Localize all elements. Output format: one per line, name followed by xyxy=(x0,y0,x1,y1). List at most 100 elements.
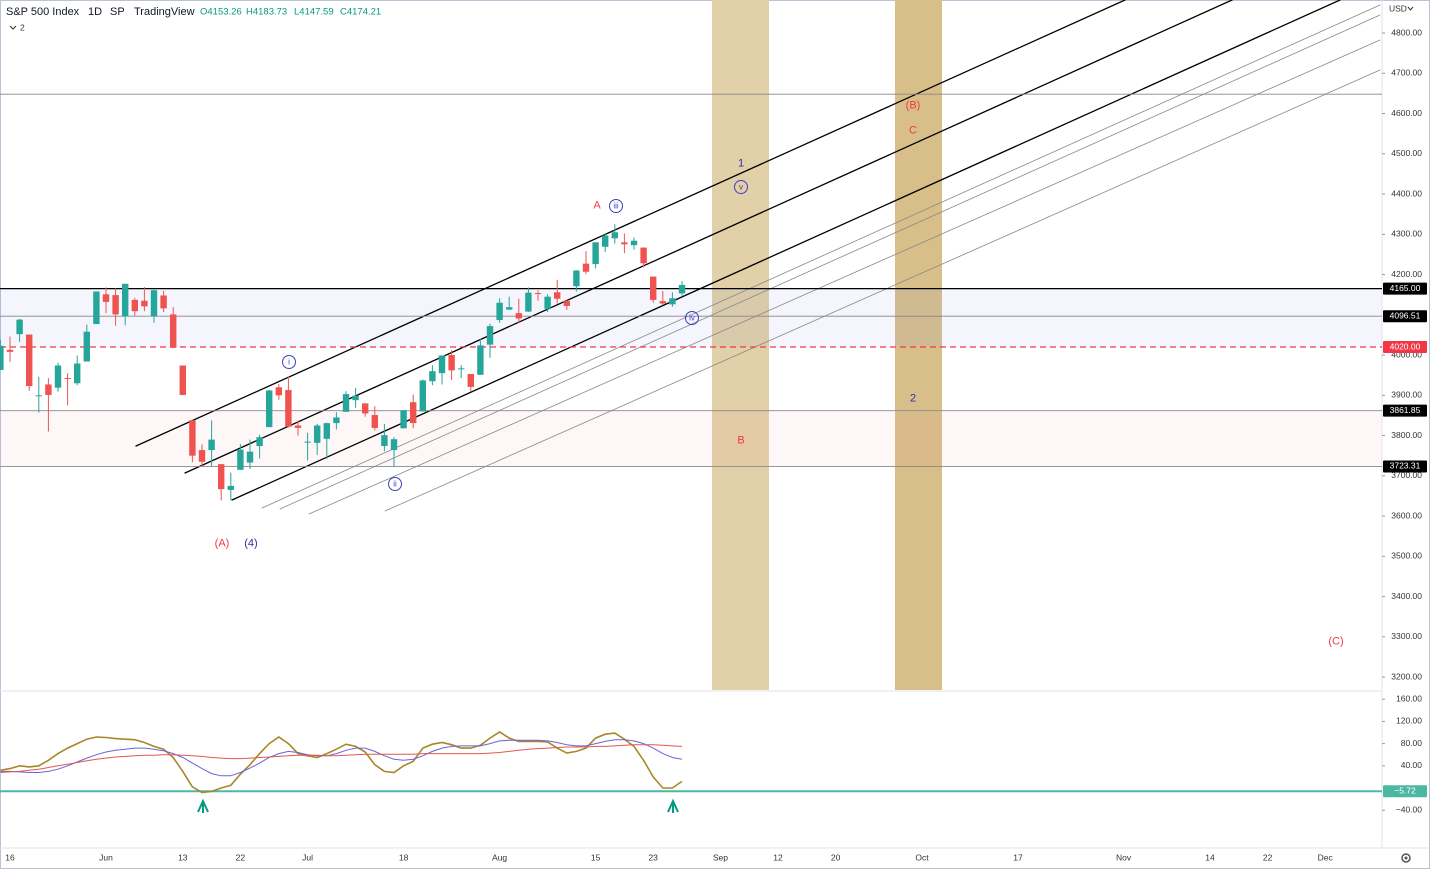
settings-icon[interactable] xyxy=(1401,853,1411,863)
x-tick-label: 17 xyxy=(1013,852,1023,862)
y-tick-label: 160.00 xyxy=(1396,693,1422,703)
candle-body xyxy=(0,345,4,370)
x-tick-label: Dec xyxy=(1318,852,1334,862)
y-tick-label: 4700.00 xyxy=(1391,68,1422,78)
wave-label: (A) xyxy=(215,537,230,549)
candle-body xyxy=(381,435,388,447)
candle-body xyxy=(525,292,532,312)
level-label-box xyxy=(1383,341,1427,354)
trendline xyxy=(231,0,1341,501)
y-tick-label: 120.00 xyxy=(1396,716,1422,726)
candle-body xyxy=(304,441,311,443)
level-label: 3723.31 xyxy=(1390,461,1421,471)
candle-body xyxy=(458,368,465,370)
candle-body xyxy=(246,451,254,463)
candle-body xyxy=(477,345,484,375)
indicator-line xyxy=(0,744,683,773)
x-tick-label: 20 xyxy=(831,852,841,862)
candle-body xyxy=(93,291,100,325)
candle-body xyxy=(83,331,90,362)
y-tick-label: 40.00 xyxy=(1401,760,1423,770)
candle-body xyxy=(102,294,110,302)
source: TradingView xyxy=(134,6,195,18)
candle-body xyxy=(496,302,503,321)
candle-body xyxy=(630,240,638,246)
x-tick-label: Sep xyxy=(713,852,728,862)
trendline xyxy=(261,4,1381,509)
x-tick-label: 14 xyxy=(1205,852,1215,862)
wave-label: C xyxy=(909,124,917,136)
candle-body xyxy=(438,355,446,374)
x-tick-label: Jun xyxy=(99,852,113,862)
indicator-count[interactable]: 2 xyxy=(20,22,25,32)
wave-label: iii xyxy=(613,202,619,211)
y-tick-label: 3600.00 xyxy=(1391,510,1422,520)
y-tick-label: 3900.00 xyxy=(1391,390,1422,400)
annotation-circle xyxy=(609,199,623,213)
candle-body xyxy=(227,485,234,490)
level-label: 4096.51 xyxy=(1390,310,1421,320)
candle-body xyxy=(371,415,378,428)
currency-caret xyxy=(1407,6,1414,11)
indicator-line xyxy=(0,731,683,794)
candle-body xyxy=(6,349,14,352)
candle-body xyxy=(189,420,196,456)
candle-body xyxy=(448,355,455,371)
wave-label: (4) xyxy=(244,537,257,549)
candle-body xyxy=(294,425,302,428)
trendline xyxy=(384,69,1381,512)
wave-label: i xyxy=(288,358,290,367)
indicator-line xyxy=(0,739,683,777)
candle-body xyxy=(554,292,561,299)
candle-body xyxy=(74,363,81,384)
currency[interactable]: USD xyxy=(1389,3,1407,13)
candle-body xyxy=(534,293,542,295)
interval[interactable]: 1D xyxy=(88,6,102,18)
candle-body xyxy=(64,378,71,380)
y-tick-label: 4800.00 xyxy=(1391,27,1422,37)
candle-body xyxy=(592,242,599,265)
candle-body xyxy=(659,301,666,304)
collapse-icon[interactable] xyxy=(9,25,17,30)
candle-body xyxy=(467,373,474,387)
x-tick-label: 13 xyxy=(178,852,188,862)
annotation-circle xyxy=(685,311,699,325)
candle-body xyxy=(506,307,513,310)
gear[interactable] xyxy=(1401,853,1411,863)
candle-body xyxy=(486,326,494,345)
level-label-box xyxy=(1383,785,1427,798)
wave-label: 2 xyxy=(910,392,916,404)
x-tick-label: 16 xyxy=(5,852,15,862)
candle-body xyxy=(400,410,407,429)
candle-body xyxy=(573,270,580,287)
candle-body xyxy=(342,394,350,412)
level-label: −5.72 xyxy=(1394,785,1416,795)
level-label: 4165.00 xyxy=(1390,283,1421,293)
x-tick-label: 15 xyxy=(591,852,601,862)
ohlc-high: H4183.73 xyxy=(246,7,287,18)
candle-body xyxy=(419,380,426,412)
wave-label: A xyxy=(593,199,601,211)
y-tick-label: 3400.00 xyxy=(1391,591,1422,601)
candle-body xyxy=(45,384,52,395)
y-tick-label: 4000.00 xyxy=(1391,349,1422,359)
level-label-box xyxy=(1383,310,1427,323)
symbol-title[interactable]: S&P 500 Index xyxy=(6,6,80,18)
trendlines xyxy=(135,0,1381,515)
candle-body xyxy=(285,390,292,427)
y-tick-label: −40.00 xyxy=(1396,804,1423,814)
wave-label: (B) xyxy=(906,99,921,111)
candle-body xyxy=(198,450,206,462)
candle-body xyxy=(582,263,590,272)
candle-body xyxy=(390,439,398,451)
x-tick-label: 23 xyxy=(648,852,658,862)
level-zone xyxy=(0,410,1382,467)
background-layer xyxy=(0,0,1382,690)
candle-body xyxy=(26,334,33,387)
candle-body xyxy=(179,365,186,395)
candle-body xyxy=(333,417,340,424)
y-tick-label: 3500.00 xyxy=(1391,551,1422,561)
candle-body xyxy=(669,298,676,305)
x-tick-label: 12 xyxy=(773,852,783,862)
